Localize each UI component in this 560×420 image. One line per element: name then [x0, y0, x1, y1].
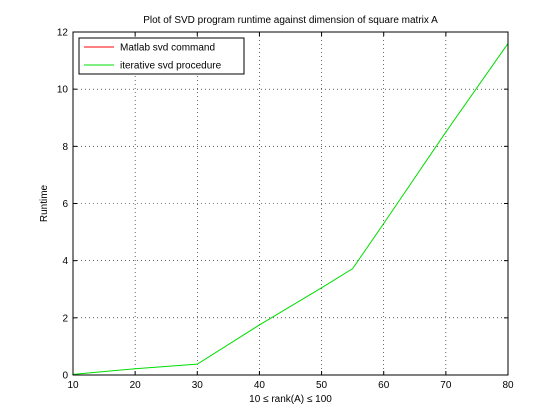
series-line-iterative-svd	[72, 43, 509, 375]
legend-label-matlab: Matlab svd command	[120, 43, 215, 54]
y-tick-label: 12	[57, 28, 69, 39]
y-axis-label: Runtime	[39, 184, 50, 222]
y-tick-label: 6	[62, 199, 68, 210]
y-tick-label: 2	[62, 313, 68, 324]
y-tick-label: 10	[57, 85, 69, 96]
x-tick-label: 30	[192, 380, 204, 391]
x-axis-label: 10 ≤ rank(A) ≤ 100	[249, 394, 332, 405]
x-tick-label: 10	[67, 380, 79, 391]
x-tick-label: 60	[378, 380, 390, 391]
x-tick-label: 80	[502, 380, 514, 391]
y-tick-label: 8	[62, 142, 68, 153]
grid-lines	[73, 32, 508, 375]
y-tick-label: 4	[62, 256, 68, 267]
legend-box	[78, 37, 245, 75]
x-tick-label: 40	[254, 380, 266, 391]
axis-ticks: 10 20 30 40 50 60 70 80 0 2 4 6 8 10 12	[57, 28, 514, 392]
y-tick-label: 0	[62, 371, 68, 382]
chart-title: Plot of SVD program runtime against dime…	[143, 15, 438, 26]
plot-area	[73, 32, 508, 375]
x-tick-label: 20	[130, 380, 142, 391]
legend-label-iterative: iterative svd procedure	[120, 61, 222, 72]
legend: Matlab svd command iterative svd procedu…	[78, 37, 245, 75]
x-tick-label: 50	[316, 380, 328, 391]
x-tick-label: 70	[440, 380, 452, 391]
